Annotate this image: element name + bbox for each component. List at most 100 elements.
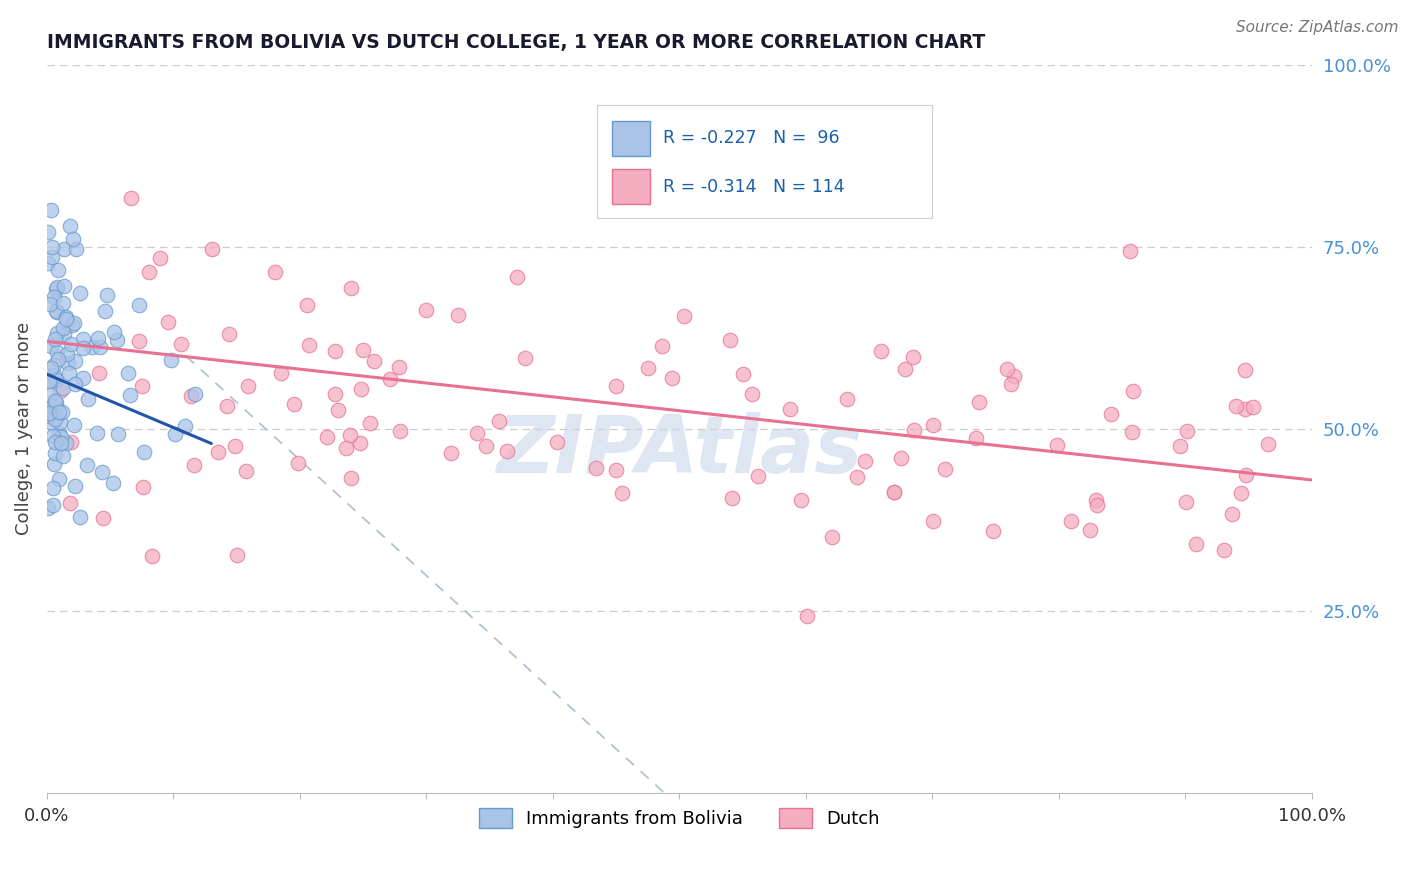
Point (165, 427, 187, 442)
Point (340, 471, 363, 485)
Point (796, 609, 818, 624)
Point (236, 378, 259, 392)
Point (1225, 399, 1247, 413)
Point (128, 298, 150, 312)
Text: IMMIGRANTS FROM BOLIVIA VS DUTCH COLLEGE, 1 YEAR OR MORE CORRELATION CHART: IMMIGRANTS FROM BOLIVIA VS DUTCH COLLEGE… (46, 33, 986, 52)
Point (52, 295, 75, 310)
Point (55, 312, 77, 326)
Point (159, 353, 181, 368)
Point (107, 426, 129, 441)
Point (120, 191, 142, 205)
Point (41, 417, 63, 431)
Point (41, 240, 63, 254)
Point (325, 343, 347, 358)
Point (87, 366, 110, 380)
Point (316, 430, 339, 444)
Point (731, 367, 754, 381)
Point (52, 381, 75, 395)
Point (76, 392, 98, 407)
Point (1046, 438, 1069, 452)
Point (965, 431, 987, 445)
Point (388, 360, 411, 375)
Point (1234, 468, 1257, 483)
Y-axis label: College, 1 year or more: College, 1 year or more (15, 322, 32, 535)
Point (546, 435, 568, 450)
Point (1085, 498, 1108, 512)
Point (1060, 514, 1083, 528)
Point (39, 360, 62, 375)
Point (44, 435, 66, 450)
Point (45, 401, 67, 415)
Point (131, 379, 153, 393)
Point (44, 393, 66, 408)
Point (72, 332, 94, 346)
Point (48, 405, 70, 419)
Point (673, 309, 696, 323)
Point (352, 343, 374, 358)
Point (69, 286, 91, 301)
Point (363, 354, 385, 368)
Point (465, 426, 488, 441)
Point (340, 281, 363, 295)
Point (335, 441, 357, 455)
Point (59, 496, 82, 510)
Point (44, 446, 66, 460)
Point (69, 509, 91, 524)
Point (156, 316, 179, 330)
Point (96, 287, 118, 301)
Point (46, 345, 69, 359)
Point (605, 463, 627, 477)
Point (747, 468, 769, 483)
Point (1233, 401, 1256, 416)
Point (496, 444, 519, 458)
Point (890, 451, 912, 466)
Point (1234, 362, 1257, 376)
Point (894, 361, 917, 376)
Point (1230, 486, 1253, 500)
Point (215, 399, 238, 413)
Point (41, 399, 63, 413)
Point (46, 280, 69, 294)
Point (201, 242, 224, 256)
Point (65, 376, 87, 391)
Point (1119, 244, 1142, 259)
Point (46, 263, 69, 277)
Point (120, 388, 142, 402)
Point (610, 486, 633, 500)
Point (128, 334, 150, 348)
Point (821, 530, 844, 544)
Point (1121, 425, 1143, 440)
Point (853, 454, 876, 468)
Point (56, 356, 79, 370)
Text: ZIPAtlas: ZIPAtlas (496, 412, 862, 490)
Point (38, 406, 60, 420)
Point (62, 232, 84, 246)
Point (132, 445, 155, 459)
Point (60, 318, 83, 332)
Point (637, 360, 659, 375)
Point (89, 340, 111, 354)
Point (76, 458, 98, 472)
Point (63, 317, 86, 331)
Point (440, 446, 463, 460)
Point (295, 297, 318, 311)
Point (58, 366, 80, 380)
Point (1002, 369, 1025, 384)
Point (45, 282, 67, 296)
Text: R = -0.314   N = 114: R = -0.314 N = 114 (664, 178, 845, 196)
Text: Source: ZipAtlas.com: Source: ZipAtlas.com (1236, 20, 1399, 35)
Point (283, 397, 305, 411)
Point (870, 343, 893, 358)
Point (846, 470, 869, 484)
Point (415, 303, 437, 318)
Point (42, 457, 65, 471)
Point (52, 242, 75, 256)
Point (41, 250, 63, 264)
Point (55, 310, 77, 325)
Point (922, 514, 945, 528)
Point (207, 445, 229, 459)
Point (138, 265, 160, 279)
Point (132, 479, 155, 493)
Point (226, 549, 249, 563)
Point (350, 382, 373, 396)
